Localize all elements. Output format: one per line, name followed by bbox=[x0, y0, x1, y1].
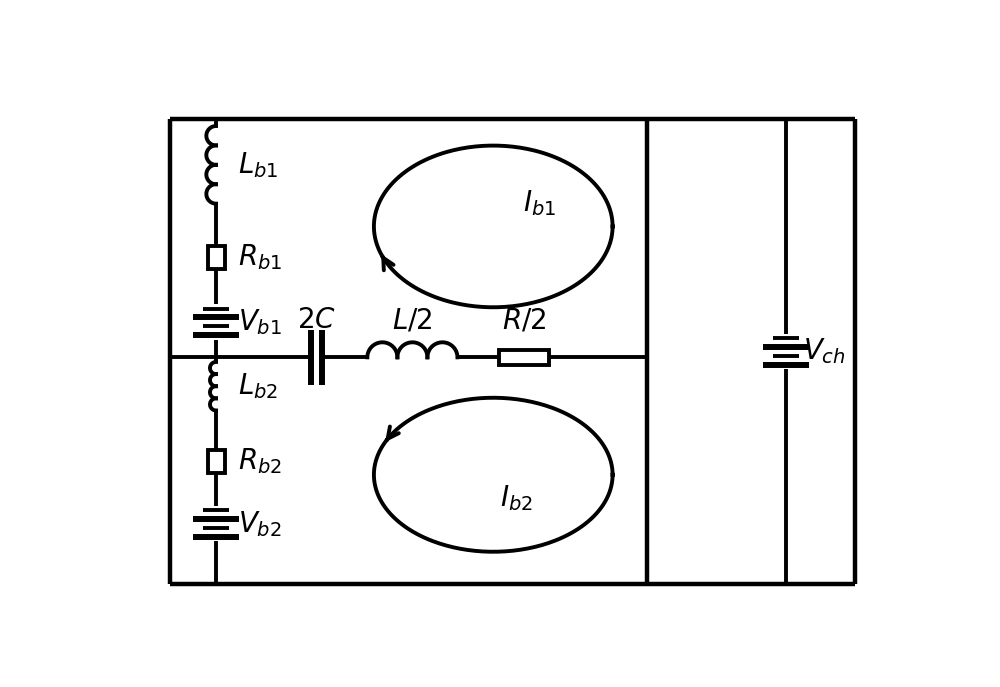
Text: $2C$: $2C$ bbox=[297, 306, 336, 335]
Text: $L_{b2}$: $L_{b2}$ bbox=[238, 371, 278, 401]
Text: $V_{ch}$: $V_{ch}$ bbox=[803, 337, 845, 366]
Text: $R/2$: $R/2$ bbox=[502, 306, 546, 335]
Text: $I_{b1}$: $I_{b1}$ bbox=[523, 188, 556, 218]
Bar bbox=[208, 450, 225, 473]
Text: $V_{b1}$: $V_{b1}$ bbox=[238, 307, 282, 337]
Bar bbox=[208, 246, 225, 269]
Text: $I_{b2}$: $I_{b2}$ bbox=[500, 483, 533, 513]
Text: $V_{b2}$: $V_{b2}$ bbox=[238, 509, 281, 539]
Bar bbox=[499, 350, 549, 365]
Text: $L_{b1}$: $L_{b1}$ bbox=[238, 150, 278, 180]
Text: $R_{b2}$: $R_{b2}$ bbox=[238, 447, 282, 476]
Text: $R_{b1}$: $R_{b1}$ bbox=[238, 243, 282, 272]
Text: $L/2$: $L/2$ bbox=[392, 306, 433, 335]
